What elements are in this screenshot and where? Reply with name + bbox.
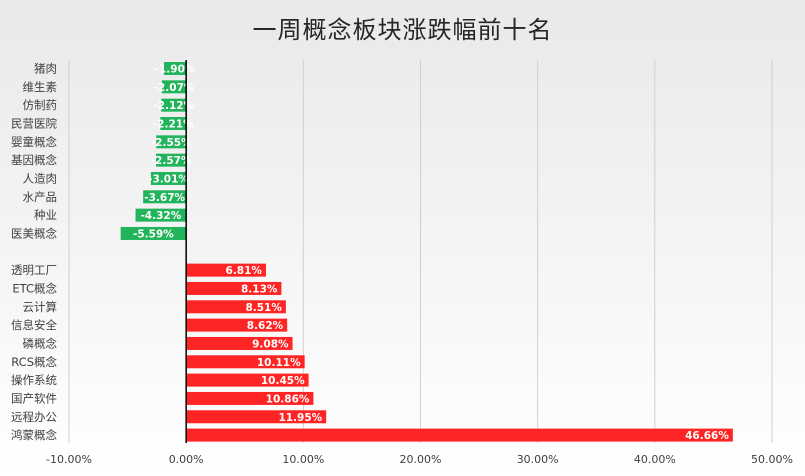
category-label: 仿制药	[23, 98, 58, 112]
category-label: RCS概念	[11, 355, 57, 369]
bar	[186, 300, 286, 314]
x-tick-label: 20.00%	[400, 453, 442, 466]
bar	[186, 281, 282, 295]
bar	[160, 116, 187, 130]
x-tick-label: 10.00%	[282, 453, 324, 466]
bar	[186, 263, 266, 277]
bar	[161, 98, 187, 112]
data-label: -2.12%	[153, 100, 194, 112]
x-tick-label: 30.00%	[517, 453, 559, 466]
data-label: 8.13%	[241, 283, 278, 295]
category-label: 磷概念	[23, 336, 58, 350]
data-label: -3.01%	[148, 173, 189, 185]
x-tick-label: -10.00%	[46, 453, 92, 466]
category-label: 鸿蒙概念	[11, 428, 57, 442]
data-label: 11.95%	[278, 412, 322, 424]
bar	[186, 336, 293, 350]
bar	[156, 153, 187, 167]
data-label: -2.55%	[151, 137, 192, 149]
category-label: 透明工厂	[11, 263, 57, 277]
category-label: 维生素	[23, 80, 58, 94]
data-label: -5.59%	[133, 228, 174, 240]
category-label: 国产软件	[11, 391, 57, 405]
category-label: 医美概念	[11, 226, 57, 240]
bar	[186, 373, 309, 387]
category-label: 基因概念	[11, 153, 57, 167]
data-label: 10.86%	[266, 393, 310, 405]
category-label: 种业	[34, 208, 57, 222]
data-label: 6.81%	[226, 265, 263, 277]
x-tick-label: 0.00%	[169, 453, 204, 466]
bar	[156, 135, 187, 149]
bar	[143, 190, 187, 204]
bar	[150, 171, 187, 185]
bar	[161, 80, 187, 94]
category-label: 云计算	[23, 300, 58, 314]
data-label: -3.67%	[144, 192, 185, 204]
x-tick-label: 40.00%	[634, 453, 676, 466]
data-label: -2.57%	[151, 155, 192, 167]
data-label: 46.66%	[685, 430, 729, 442]
category-label: 信息安全	[11, 318, 57, 332]
bar	[135, 208, 187, 222]
category-label: ETC概念	[12, 281, 57, 295]
data-label: 8.51%	[245, 302, 282, 314]
data-label: 10.45%	[261, 375, 305, 387]
bar	[186, 410, 327, 424]
category-label: 操作系统	[11, 373, 57, 387]
category-label: 猪肉	[34, 62, 57, 76]
data-label: 9.08%	[252, 338, 289, 350]
category-label: 水产品	[23, 190, 58, 204]
category-label: 远程办公	[11, 410, 57, 424]
bar	[186, 391, 314, 405]
chart-title: 一周概念板块涨跌幅前十名	[252, 16, 553, 44]
data-label: -4.32%	[140, 210, 181, 222]
category-label: 人造肉	[23, 171, 58, 185]
bar	[163, 62, 187, 75]
category-label: 民营医院	[11, 116, 57, 130]
x-tick-label: 50.00%	[751, 453, 793, 466]
bar	[186, 428, 733, 442]
bar	[186, 318, 288, 332]
data-label: -2.21%	[153, 118, 194, 130]
data-label: -2.07%	[154, 82, 195, 94]
data-label: 10.11%	[257, 357, 301, 369]
data-label: 8.62%	[247, 320, 284, 332]
bar	[186, 355, 305, 369]
data-label: -1.90%	[155, 64, 196, 76]
bar	[120, 226, 187, 240]
category-label: 婴童概念	[11, 135, 57, 149]
